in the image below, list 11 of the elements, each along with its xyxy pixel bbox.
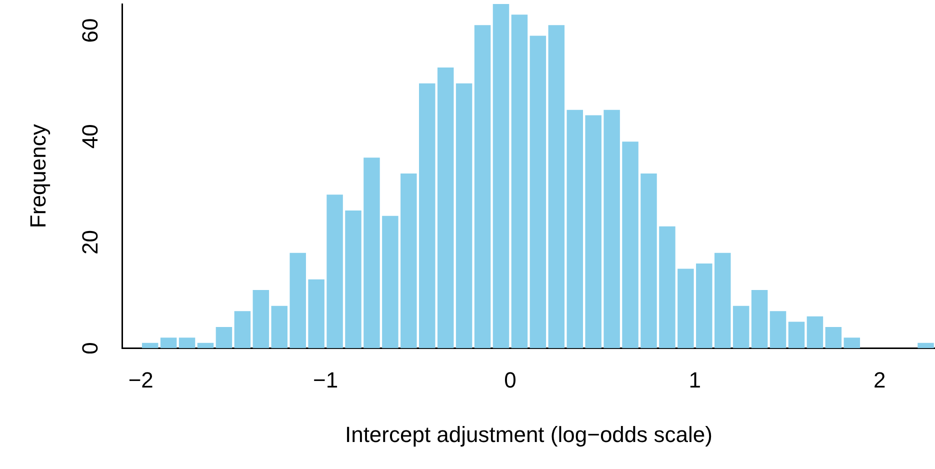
x-tick-label: 1	[688, 367, 702, 392]
y-tick-label: 0	[77, 342, 102, 354]
y-axis-title: Frequency	[25, 124, 50, 228]
x-tick-label: 2	[873, 367, 886, 392]
y-tick-label: 20	[77, 230, 102, 255]
x-tick-label: 0	[504, 367, 516, 392]
y-tick-label: 60	[77, 18, 102, 43]
x-tick-label: −2	[128, 367, 154, 392]
y-tick-label: 40	[77, 124, 102, 149]
x-axis-title: Intercept adjustment (log−odds scale)	[344, 422, 712, 447]
x-tick-label: −1	[313, 367, 338, 392]
